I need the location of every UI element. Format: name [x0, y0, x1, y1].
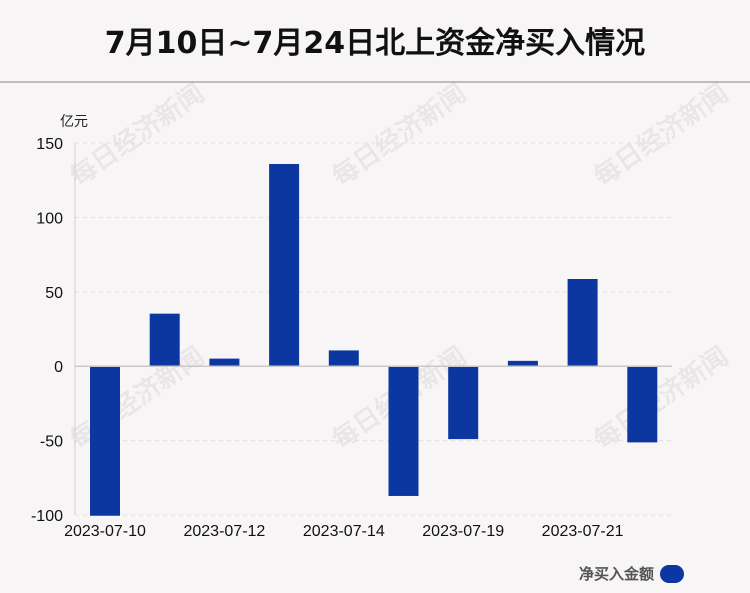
bar [90, 366, 120, 516]
bar [567, 279, 598, 367]
bar [627, 366, 658, 443]
x-tick-label: 2023-07-10 [64, 523, 146, 540]
x-tick-label: 2023-07-12 [183, 523, 265, 540]
chart-title: 7月10日~7月24日北上资金净买入情况 [104, 26, 646, 61]
y-axis-unit-label: 亿元 [60, 114, 88, 130]
y-tick-label: -50 [40, 434, 63, 451]
legend-label: 净买入金额 [578, 565, 654, 583]
bar [448, 366, 479, 440]
title-divider [0, 81, 750, 83]
bar [328, 350, 359, 367]
bar [149, 313, 180, 367]
x-tick-label: 2023-07-14 [303, 523, 385, 540]
legend: 净买入金额 [579, 563, 684, 584]
y-tick-label: -100 [31, 508, 63, 525]
bar [209, 358, 240, 367]
bar [269, 163, 300, 367]
y-tick-label: 0 [54, 359, 63, 376]
y-tick-label: 100 [36, 210, 63, 227]
bar [507, 360, 538, 367]
x-tick-label: 2023-07-21 [542, 523, 624, 540]
bar [388, 366, 419, 496]
y-tick-label: 150 [36, 136, 63, 153]
y-tick-label: 50 [45, 285, 63, 302]
legend-swatch-icon [660, 564, 684, 583]
x-tick-label: 2023-07-19 [422, 523, 504, 540]
